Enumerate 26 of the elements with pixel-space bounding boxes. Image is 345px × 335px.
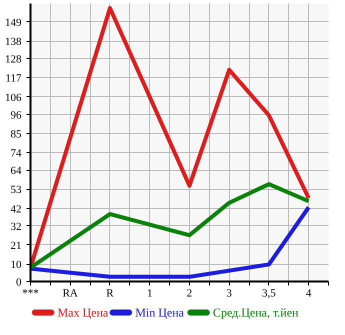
y-tick-label: 32 [10, 220, 22, 233]
x-tick-label: 1 [146, 288, 152, 300]
x-tick-label: *** [22, 288, 39, 300]
y-tick-label: 0 [16, 276, 22, 288]
y-tick-label: 10 [10, 259, 22, 272]
y-tick-label: 149 [5, 16, 22, 29]
x-tick-label: 4 [306, 288, 312, 300]
x-tick-label: 3,5 [262, 288, 276, 300]
y-tick-label: 138 [5, 36, 22, 48]
y-tick-label: 128 [5, 54, 22, 66]
y-tick-label: 106 [5, 92, 22, 104]
y-tick-label: 74 [10, 148, 22, 160]
x-tick-label: 2 [186, 288, 192, 300]
legend-label: Сред.Цена, т.йен [212, 306, 300, 320]
y-tick-label: 21 [10, 240, 22, 252]
legend-label: Min Цена [135, 306, 185, 320]
y-tick-label: 64 [10, 165, 22, 178]
y-tick-label: 85 [10, 128, 22, 140]
y-tick-label: 42 [10, 203, 22, 216]
x-tick-label: R [106, 288, 114, 300]
y-tick-label: 117 [5, 72, 22, 85]
x-tick-label: 3 [226, 288, 232, 300]
y-tick-label: 96 [10, 109, 22, 122]
x-tick-label: RA [62, 288, 78, 300]
y-tick-label: 53 [10, 184, 22, 196]
legend-label: Max Цена [57, 306, 109, 320]
